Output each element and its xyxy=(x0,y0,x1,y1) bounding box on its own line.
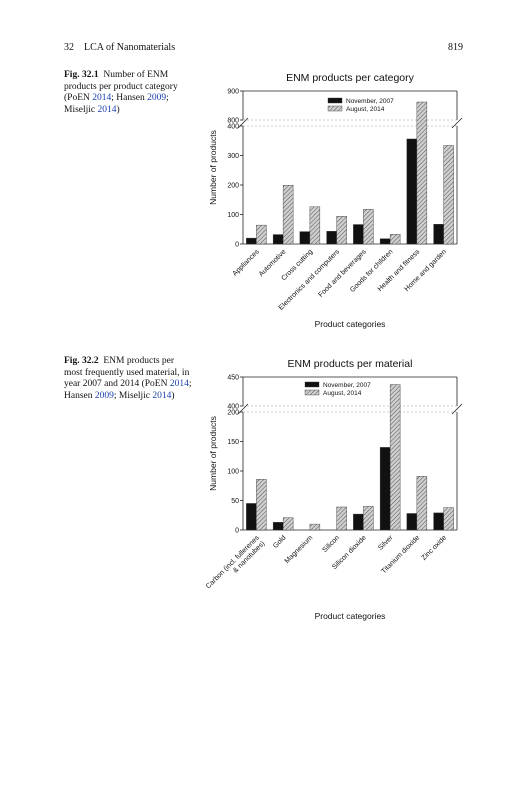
x-category-label: Magnesium xyxy=(284,534,315,565)
chart-title: ENM products per category xyxy=(286,72,415,84)
citation-link[interactable]: 2014 xyxy=(152,390,172,401)
page-number: 819 xyxy=(448,42,463,53)
legend-swatch-2007 xyxy=(304,381,320,388)
axis-break-mark-right xyxy=(451,117,463,129)
y-tick-label: 50 xyxy=(231,498,239,505)
citation-link[interactable]: 2014 xyxy=(92,93,112,103)
bar-2007 xyxy=(246,237,257,245)
y-tick-label: 200 xyxy=(227,183,239,190)
bar-2014 xyxy=(336,216,347,245)
x-category-label-line: Zinc oxide xyxy=(421,534,449,562)
x-axis-label: Product categories xyxy=(315,319,386,329)
chart-products-per-material: ENM products per material 0 50 100 150 200400… xyxy=(205,358,463,621)
x-category-label: Food and beverages xyxy=(317,248,368,299)
x-category-label-line: Gold xyxy=(272,534,287,549)
axis-break-mark-left xyxy=(237,403,249,415)
axis-break-mark-left xyxy=(237,117,249,129)
x-category-label-line: Food and beverages xyxy=(317,248,368,299)
chart-title: ENM products per material xyxy=(288,358,413,370)
caption-text: ; Hansen xyxy=(64,379,192,401)
caption-text: ENM products per most frequently used ma… xyxy=(64,356,190,389)
caption-text: ; Miseljic xyxy=(113,390,153,401)
y-tick-label: 200 xyxy=(227,410,239,417)
bar-2007 xyxy=(272,234,284,245)
legend-label-2007: November, 2007 xyxy=(323,382,371,389)
legend-label-2014: August, 2014 xyxy=(346,106,385,113)
y-tick-label: 900 xyxy=(227,89,239,96)
bar-2007 xyxy=(353,513,364,531)
x-axis-label: Product categories xyxy=(315,611,386,621)
y-tick-label: 400 xyxy=(227,124,239,131)
bar-2014 xyxy=(416,101,428,245)
x-category-label: Silver xyxy=(377,534,395,552)
figure-caption-32-2: Fig. 32.2 ENM products per most frequent… xyxy=(64,356,194,402)
legend-swatch-2014 xyxy=(327,105,343,112)
chart-products-per-category: ENM products per category 0 100 200 300 40080… xyxy=(208,72,463,329)
citation-link[interactable]: 2014 xyxy=(169,379,189,389)
bar-2007 xyxy=(433,224,444,245)
x-category-label: Gold xyxy=(272,534,287,549)
axis-break-mark-right xyxy=(451,403,463,415)
citation-link[interactable]: 2014 xyxy=(97,104,117,115)
bar-2007 xyxy=(406,513,418,531)
y-tick-label: 100 xyxy=(227,212,239,219)
citation-link[interactable]: 2009 xyxy=(147,93,167,103)
bar-2007 xyxy=(406,138,418,245)
bar-2014 xyxy=(363,506,374,531)
y-tick-label: 0 xyxy=(235,242,239,249)
y-tick-label: 0 xyxy=(235,528,239,535)
y-tick-label: 800 xyxy=(227,118,239,125)
bar-2014 xyxy=(309,523,321,531)
x-category-label: Silicon xyxy=(322,534,342,554)
legend-swatch-2007 xyxy=(327,97,343,104)
bar-2007 xyxy=(246,503,257,531)
x-category-label-line: Silver xyxy=(377,534,395,552)
x-category-label-line: Silicon xyxy=(322,534,342,554)
bar-2014 xyxy=(443,145,454,245)
y-tick-label: 450 xyxy=(227,375,239,382)
y-axis-label: Number of products xyxy=(208,130,218,205)
x-category-label: Zinc oxide xyxy=(421,534,449,562)
running-head: 32 LCA of Nanomaterials 819 xyxy=(64,42,463,53)
legend-label-2014: August, 2014 xyxy=(323,390,362,397)
bar-2007 xyxy=(272,522,284,531)
bar-2014 xyxy=(282,185,294,245)
y-tick-label: 150 xyxy=(227,439,239,446)
figure-label: Fig. 32.2 xyxy=(64,356,99,366)
y-tick-label: 100 xyxy=(227,469,239,476)
bar-2014 xyxy=(389,384,401,531)
caption-text: ) xyxy=(171,390,175,401)
bar-2014 xyxy=(282,517,294,531)
bar-2007 xyxy=(433,512,444,531)
legend-swatch-2014 xyxy=(304,389,320,396)
bar-2014 xyxy=(389,234,401,245)
bar-2007 xyxy=(299,231,311,245)
bar-2014 xyxy=(256,479,267,531)
caption-text: ) xyxy=(116,104,120,115)
bar-2014 xyxy=(443,507,454,531)
y-tick-label: 300 xyxy=(227,153,239,160)
bar-2014 xyxy=(336,506,347,531)
bar-2014 xyxy=(416,476,428,531)
caption-text: Number of ENM products per product categ… xyxy=(64,70,178,103)
figure-caption-32-1: Fig. 32.1 Number of ENM products per pro… xyxy=(64,70,194,116)
bar-2007 xyxy=(326,231,337,245)
x-category-label-line: Carbon (incl. fullerenes xyxy=(205,534,261,590)
caption-text: ; Hansen xyxy=(111,93,148,103)
figure-label: Fig. 32.1 xyxy=(64,70,99,80)
citation-link[interactable]: 2009 xyxy=(94,390,114,401)
bar-2007 xyxy=(353,224,364,245)
bar-2007 xyxy=(379,447,391,531)
y-tick-label: 400 xyxy=(227,404,239,411)
bar-2014 xyxy=(363,208,374,245)
legend-label-2007: November, 2007 xyxy=(346,98,394,105)
bar-2014 xyxy=(309,206,321,245)
bar-2007 xyxy=(379,238,391,245)
bar-2014 xyxy=(256,224,267,245)
x-category-label: Carbon (incl. fullerenes& nanotubes) xyxy=(205,534,267,596)
caption-text: ; Miseljic xyxy=(64,93,169,115)
y-axis-label: Number of products xyxy=(208,416,218,491)
running-head-chapter: 32 LCA of Nanomaterials xyxy=(64,42,176,53)
x-category-label-line: Magnesium xyxy=(284,534,315,565)
